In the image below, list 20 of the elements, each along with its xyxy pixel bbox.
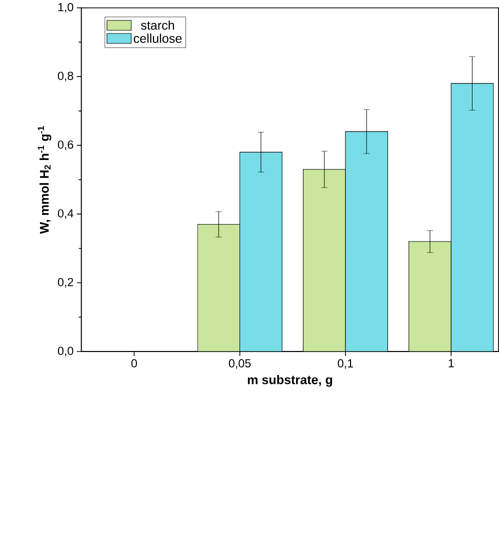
y-tick-label: 0,8 [58, 72, 74, 82]
x-tick-label: 1 [448, 359, 454, 368]
y-tick-label: 1,0 [58, 2, 74, 13]
legend-label: starch [140, 20, 174, 30]
bar [197, 224, 240, 352]
x-axis-title: m substrate, g [248, 374, 332, 387]
legend-label: cellulose [134, 34, 182, 43]
bar [408, 241, 452, 352]
y-axis-title: W, mmol H$_{2}$ h$^{-1}$ g$^{-1}$ [38, 126, 52, 234]
y-tick-label: 0,2 [58, 278, 74, 288]
x-tick-label: 0,1 [338, 359, 353, 369]
bar [302, 169, 346, 352]
x-tick-label: 0 [131, 359, 137, 368]
y-tick-label: 0,6 [58, 140, 74, 150]
x-tick-label: 0,05 [228, 359, 251, 369]
y-tick-label: 0,4 [58, 209, 74, 219]
bar [345, 131, 388, 352]
y-tick-label: 0,0 [58, 346, 74, 356]
bar [239, 152, 282, 352]
bar [450, 83, 494, 352]
